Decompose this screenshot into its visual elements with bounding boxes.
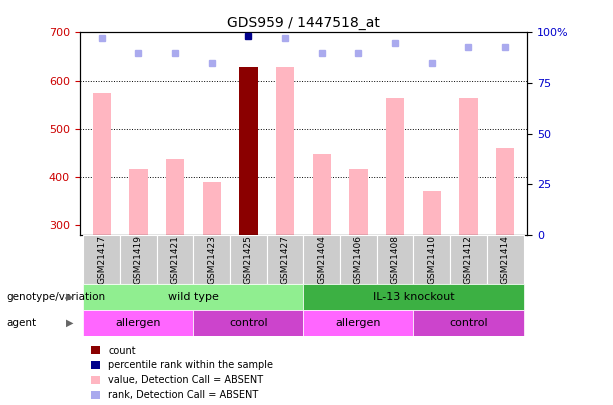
Text: allergen: allergen <box>116 318 161 328</box>
Legend: count, percentile rank within the sample, value, Detection Call = ABSENT, rank, : count, percentile rank within the sample… <box>91 345 273 400</box>
Text: GSM21414: GSM21414 <box>501 235 509 284</box>
Text: ▶: ▶ <box>66 292 73 302</box>
Text: GSM21423: GSM21423 <box>207 235 216 284</box>
Bar <box>193 235 230 284</box>
Title: GDS959 / 1447518_at: GDS959 / 1447518_at <box>227 16 380 30</box>
Bar <box>267 235 303 284</box>
Text: IL-13 knockout: IL-13 knockout <box>373 292 454 302</box>
Text: genotype/variation: genotype/variation <box>6 292 105 302</box>
Bar <box>193 310 303 336</box>
Text: GSM21421: GSM21421 <box>170 235 180 284</box>
Bar <box>414 310 524 336</box>
Text: control: control <box>449 318 488 328</box>
Bar <box>450 235 487 284</box>
Text: allergen: allergen <box>336 318 381 328</box>
Bar <box>386 98 405 235</box>
Bar <box>303 235 340 284</box>
Text: GSM21419: GSM21419 <box>134 235 143 284</box>
Bar <box>83 284 303 310</box>
Bar <box>487 235 524 284</box>
Bar <box>303 284 524 310</box>
Bar <box>303 310 414 336</box>
Bar <box>120 235 157 284</box>
Bar <box>276 67 294 235</box>
Text: ▶: ▶ <box>66 318 73 328</box>
Bar <box>230 235 267 284</box>
Text: GSM21404: GSM21404 <box>318 235 326 284</box>
Bar <box>166 159 185 235</box>
Bar <box>422 190 441 235</box>
Bar <box>377 235 414 284</box>
Text: GSM21425: GSM21425 <box>244 235 253 284</box>
Bar <box>349 169 368 235</box>
Bar <box>83 310 193 336</box>
Text: agent: agent <box>6 318 36 328</box>
Bar <box>313 154 331 235</box>
Text: GSM21412: GSM21412 <box>464 235 473 284</box>
Bar <box>496 148 514 235</box>
Text: control: control <box>229 318 268 328</box>
Text: GSM21410: GSM21410 <box>427 235 436 284</box>
Bar <box>157 235 193 284</box>
Bar <box>340 235 377 284</box>
Text: GSM21406: GSM21406 <box>354 235 363 284</box>
Bar <box>83 235 120 284</box>
Text: GSM21427: GSM21427 <box>281 235 289 284</box>
Bar <box>202 182 221 235</box>
Bar <box>414 235 450 284</box>
Text: GSM21417: GSM21417 <box>97 235 106 284</box>
Bar <box>239 67 257 235</box>
Bar <box>93 93 111 235</box>
Text: GSM21408: GSM21408 <box>390 235 400 284</box>
Bar <box>129 169 148 235</box>
Bar <box>459 98 478 235</box>
Text: wild type: wild type <box>168 292 219 302</box>
